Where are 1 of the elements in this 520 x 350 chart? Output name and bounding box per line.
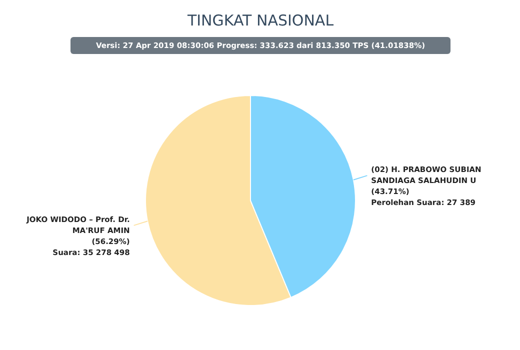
chart-title: TINGKAT NASIONAL [186,12,334,30]
